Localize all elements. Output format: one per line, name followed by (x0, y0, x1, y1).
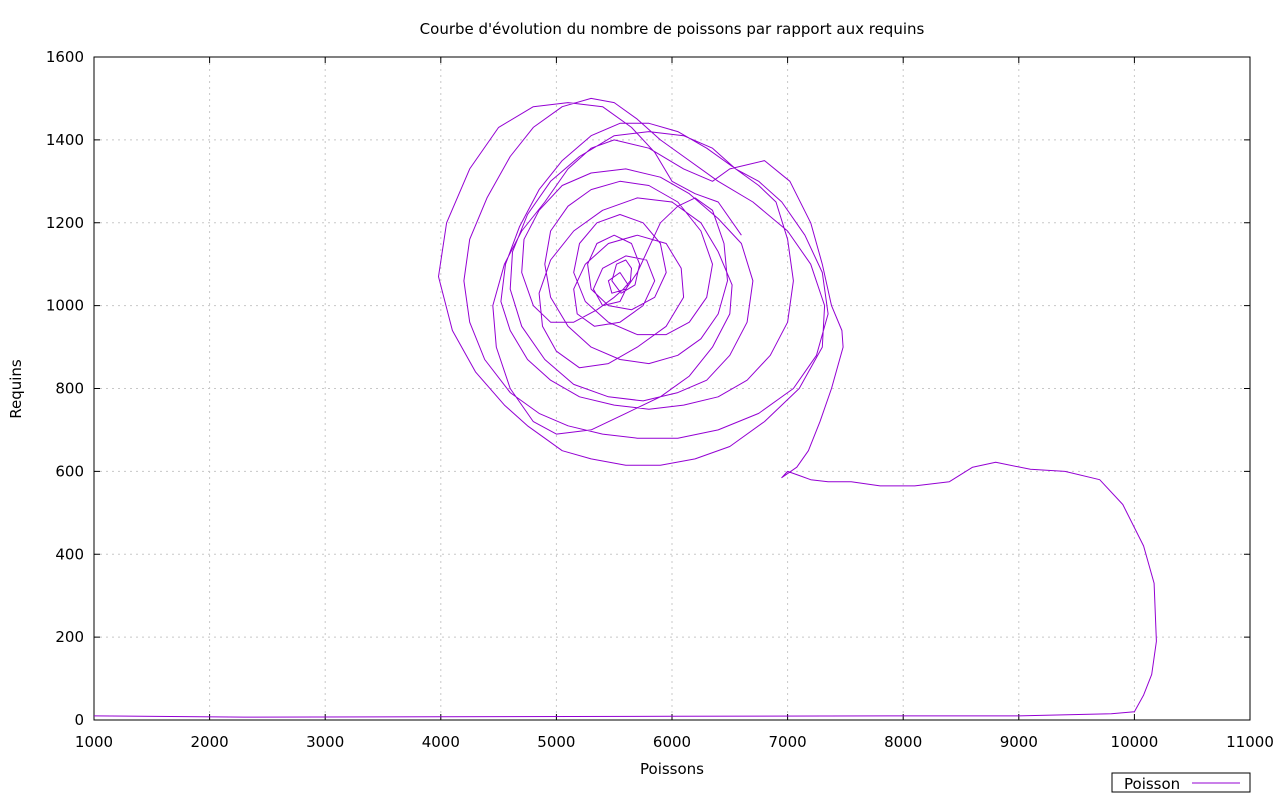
y-tick-label: 1600 (46, 48, 84, 66)
y-tick-label: 600 (55, 462, 84, 480)
x-tick-label: 5000 (537, 733, 575, 751)
series-line-poisson (93, 97, 1157, 718)
x-tick-label: 6000 (653, 733, 691, 751)
ticks: 1000 2000 3000 4000 5000 6000 7000 8000 9000 1000… (46, 48, 1274, 751)
y-tick-label: 200 (55, 628, 84, 646)
legend: Poisson (1111, 772, 1251, 793)
y-tick-label: 800 (55, 380, 84, 398)
y-tick-label: 1000 (46, 297, 84, 315)
y-tick-label: 400 (55, 545, 84, 563)
x-tick-label: 10000 (1111, 733, 1159, 751)
x-tick-label: 9000 (1000, 733, 1038, 751)
x-tick-label: 4000 (422, 733, 460, 751)
x-axis-label: Poissons (640, 760, 704, 778)
x-tick-label: 3000 (306, 733, 344, 751)
x-tick-label: 7000 (769, 733, 807, 751)
series-layer (93, 97, 1157, 718)
y-tick-label: 1200 (46, 214, 84, 232)
x-tick-label: 8000 (884, 733, 922, 751)
y-tick-label: 1400 (46, 131, 84, 149)
chart-title: Courbe d'évolution du nombre de poissons… (420, 20, 925, 38)
y-tick-label: 0 (74, 711, 84, 729)
y-axis-label: Requins (7, 359, 25, 419)
x-tick-label: 2000 (191, 733, 229, 751)
x-tick-label: 11000 (1226, 733, 1274, 751)
legend-box (1111, 772, 1251, 793)
legend-label: Poisson (1124, 775, 1180, 793)
x-tick-label: 1000 (75, 733, 113, 751)
plot-frame (93, 56, 1251, 721)
